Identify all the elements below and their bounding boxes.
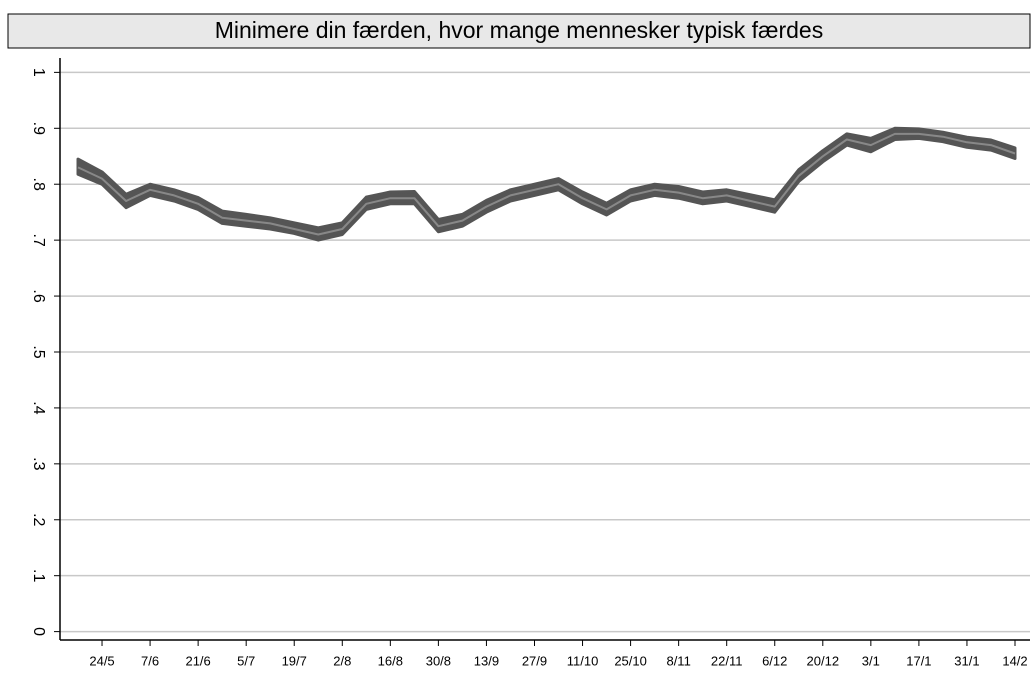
confidence-band	[76, 126, 1017, 242]
x-tick-label: 19/7	[282, 653, 307, 668]
line	[77, 132, 1016, 236]
x-tick-label: 2/8	[333, 653, 351, 668]
x-tick-label: 7/6	[141, 653, 159, 668]
x-tick-label: 20/12	[807, 653, 840, 668]
y-tick-label: .1	[30, 569, 47, 582]
y-tick-label: 0	[30, 627, 47, 636]
x-tick-label: 22/11	[711, 653, 743, 668]
x-tick-label: 11/10	[567, 653, 599, 668]
x-tick-label: 5/7	[237, 653, 255, 668]
y-tick-label: .7	[30, 233, 47, 246]
y-tick-label: 1	[30, 68, 47, 77]
x-tick-label: 21/6	[185, 653, 210, 668]
y-tick-label: .9	[30, 122, 47, 135]
title-box	[7, 13, 1031, 49]
x-tick-label: 14/2	[1002, 653, 1027, 668]
x-tick-label: 30/8	[426, 653, 451, 668]
y-tick-label: .6	[30, 289, 47, 302]
x-tick-label: 16/8	[378, 653, 403, 668]
x-tick-label: 24/5	[89, 653, 114, 668]
y-tick-label: .8	[30, 178, 47, 191]
chart-title: Minimere din færden, hvor mange menneske…	[215, 17, 823, 43]
x-tick-label: 3/1	[862, 653, 880, 668]
x-tick-label: 27/9	[522, 653, 547, 668]
y-tick-label: .2	[30, 513, 47, 526]
y-tick-label: .5	[30, 345, 47, 358]
y-tick-label: .3	[30, 457, 47, 470]
x-tick-label: 25/10	[614, 653, 647, 668]
y-tick-label: .4	[30, 401, 47, 414]
x-tick-label: 17/1	[906, 653, 931, 668]
x-tick-label: 31/1	[954, 653, 979, 668]
x-tick-label: 8/11	[666, 653, 690, 668]
x-tick-label: 6/12	[762, 653, 787, 668]
x-tick-label: 13/9	[474, 653, 499, 668]
